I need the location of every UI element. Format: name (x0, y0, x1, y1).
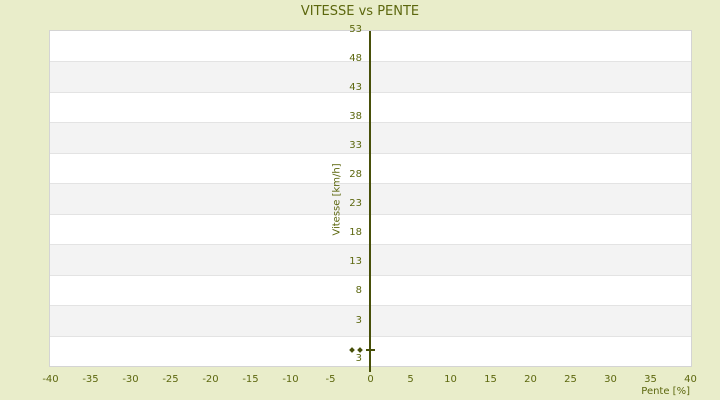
x-tick-label: -10 (282, 374, 299, 385)
y-tick-label: 3 (355, 314, 362, 326)
x-tick-label: 30 (604, 374, 617, 385)
x-tick-label: -5 (325, 374, 336, 385)
y-tick-label: 23 (349, 198, 362, 210)
x-tick-label: 40 (684, 374, 697, 385)
y-axis-title: Vitesse [km/h] (331, 163, 343, 236)
y-tick-label: 48 (349, 52, 362, 64)
x-tick-label: 10 (444, 374, 457, 385)
x-tick-label: -15 (242, 374, 259, 385)
data-point-on-axis (365, 349, 375, 352)
y-tick-label-bottom-extra: 3 (355, 353, 362, 364)
y-tick-label: 43 (349, 81, 362, 93)
x-tick-label: -25 (162, 374, 179, 385)
x-tick-label: 25 (564, 374, 577, 385)
y-axis-line (369, 31, 371, 372)
x-tick-label: 15 (484, 374, 497, 385)
y-tick-label: 33 (349, 139, 362, 151)
y-tick-label: 13 (349, 256, 362, 268)
x-tick-label: 0 (367, 374, 374, 385)
x-tick-label: 35 (644, 374, 657, 385)
x-tick-label: -20 (202, 374, 219, 385)
x-tick-label: 20 (524, 374, 537, 385)
chart-title: VITESSE vs PENTE (300, 4, 420, 19)
x-tick-label: -35 (82, 374, 99, 385)
y-tick-label: 38 (349, 110, 362, 122)
x-tick-label: 5 (407, 374, 414, 385)
y-tick-label: 8 (355, 285, 362, 297)
x-tick-label: -30 (122, 374, 139, 385)
y-tick-label: 18 (349, 227, 362, 239)
x-axis-title: Pente [%] (641, 386, 690, 397)
y-tick-label: 28 (349, 169, 362, 180)
y-tick-label: 53 (349, 23, 362, 35)
x-tick-label: -40 (42, 374, 59, 385)
